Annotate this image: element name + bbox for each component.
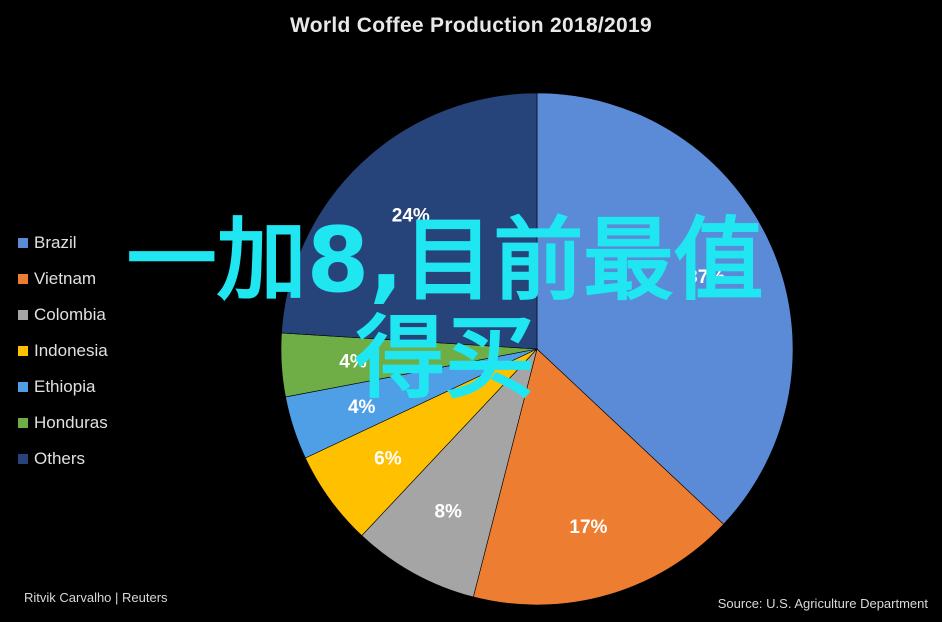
legend-item-brazil: Brazil (18, 231, 108, 267)
legend-swatch (18, 454, 28, 464)
data-label-ethiopia: 4% (348, 397, 376, 418)
chart-title: World Coffee Production 2018/2019 (290, 14, 652, 37)
legend-swatch (18, 238, 28, 248)
data-label-vietnam: 17% (569, 517, 607, 538)
legend-swatch (18, 346, 28, 356)
source-text: Source: U.S. Agriculture Department (717, 596, 928, 611)
legend: Brazil Vietnam Colombia Indonesia Ethiopia Ho… (18, 231, 108, 483)
data-label-brazil: 37% (687, 267, 725, 288)
legend-label: Brazil (34, 233, 77, 252)
legend-label: Others (34, 449, 86, 468)
credit-text: Ritvik Carvalho | Reuters (24, 590, 168, 605)
data-label-others: 24% (392, 206, 430, 227)
legend-item-others: Others (18, 447, 108, 483)
legend-item-vietnam: Vietnam (18, 267, 108, 303)
legend-swatch (18, 310, 28, 320)
pie-slice-others (281, 92, 538, 350)
legend-swatch (18, 274, 28, 284)
legend-label: Honduras (34, 413, 108, 432)
legend-swatch (18, 418, 28, 428)
data-label-colombia: 8% (434, 502, 462, 523)
pie-slice-colombia (361, 348, 538, 598)
pie-slice-vietnam (472, 348, 725, 606)
legend-label: Indonesia (34, 341, 108, 360)
pie-slice-brazil (536, 92, 794, 525)
legend-item-indonesia: Indonesia (18, 339, 108, 375)
data-label-honduras: 4% (339, 352, 367, 373)
data-label-indonesia: 6% (374, 448, 402, 469)
legend-label: Colombia (34, 305, 106, 324)
legend-item-ethiopia: Ethiopia (18, 375, 108, 411)
legend-item-colombia: Colombia (18, 303, 108, 339)
legend-label: Vietnam (34, 269, 97, 288)
legend-swatch (18, 382, 28, 392)
legend-label: Ethiopia (34, 377, 96, 396)
legend-item-honduras: Honduras (18, 411, 108, 447)
